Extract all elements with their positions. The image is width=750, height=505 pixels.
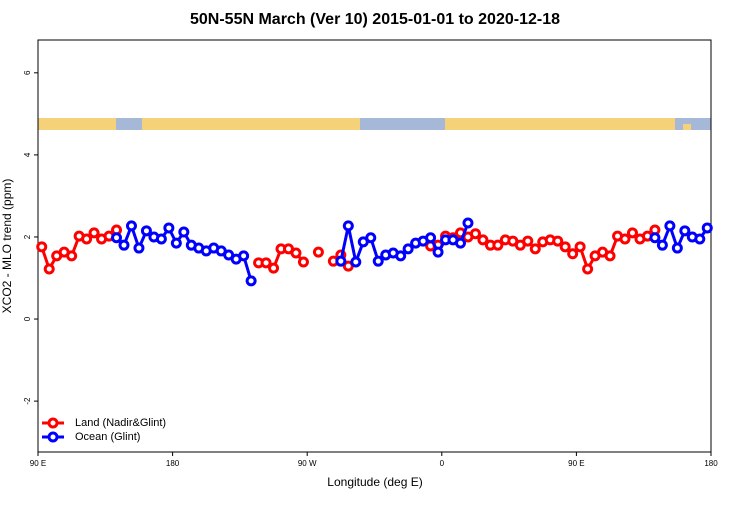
series-point: [522, 235, 534, 247]
series-point: [170, 237, 182, 249]
y-axis-label: XCO2 - MLO trend (ppm): [0, 179, 14, 314]
series-point: [312, 246, 324, 258]
series-point: [155, 233, 167, 245]
series-point: [395, 250, 407, 262]
series-point: [163, 222, 175, 234]
legend-label: Ocean (Glint): [75, 431, 140, 443]
series-point: [529, 243, 541, 255]
series-point: [679, 225, 691, 237]
series-point: [238, 250, 250, 262]
series-point: [260, 257, 272, 269]
y-tick-label: -2: [23, 397, 32, 405]
series-point: [559, 241, 571, 253]
series-point: [43, 263, 55, 275]
series-point: [567, 248, 579, 260]
x-tick-label: 90 W: [298, 459, 317, 468]
y-tick-label: 6: [23, 70, 32, 75]
series-point: [462, 217, 474, 229]
series-point: [664, 220, 676, 232]
x-tick-label: 0: [440, 459, 445, 468]
series-point: [365, 232, 377, 244]
series-point: [582, 263, 594, 275]
series-point: [425, 232, 437, 244]
series-point: [268, 262, 280, 274]
land-ocean-strip: [38, 118, 711, 130]
series-point: [36, 241, 48, 253]
series-point: [297, 256, 309, 268]
legend-marker: [47, 431, 59, 443]
series-point: [88, 227, 100, 239]
series-point: [140, 225, 152, 237]
y-tick-label: 0: [23, 316, 32, 321]
series-point: [649, 232, 661, 244]
series-point: [671, 242, 683, 254]
series-point: [469, 228, 481, 240]
x-tick-label: 90 E: [568, 459, 584, 468]
series-point: [402, 243, 414, 255]
series-point: [626, 227, 638, 239]
series-point: [245, 275, 257, 287]
series-point: [66, 250, 78, 262]
y-tick-label: 2: [23, 234, 32, 239]
series-point: [694, 233, 706, 245]
series-point: [701, 222, 713, 234]
x-tick-label: 180: [166, 459, 180, 468]
series-point: [81, 233, 93, 245]
series-point: [111, 232, 123, 244]
series-point: [454, 237, 466, 249]
series-point: [604, 250, 616, 262]
x-tick-label: 90 E: [30, 459, 46, 468]
chart-title: 50N-55N March (Ver 10) 2015-01-01 to 202…: [190, 11, 560, 28]
y-tick-label: 4: [23, 152, 32, 157]
series-point: [432, 246, 444, 258]
series-point: [619, 233, 631, 245]
series-point: [118, 239, 130, 251]
series-point: [477, 234, 489, 246]
legend-marker: [47, 417, 59, 429]
series-point: [290, 247, 302, 259]
series-point: [133, 242, 145, 254]
series-point: [574, 241, 586, 253]
legend-label: Land (Nadir&Glint): [75, 417, 166, 429]
series-point: [342, 220, 354, 232]
series-point: [125, 220, 137, 232]
x-axis-label: Longitude (deg E): [327, 475, 422, 489]
series-point: [178, 226, 190, 238]
series-point: [552, 235, 564, 247]
series-point: [335, 255, 347, 267]
series-point: [492, 239, 504, 251]
series-point: [656, 239, 668, 251]
series-point: [350, 256, 362, 268]
x-tick-label: 180: [704, 459, 718, 468]
series-point: [372, 255, 384, 267]
